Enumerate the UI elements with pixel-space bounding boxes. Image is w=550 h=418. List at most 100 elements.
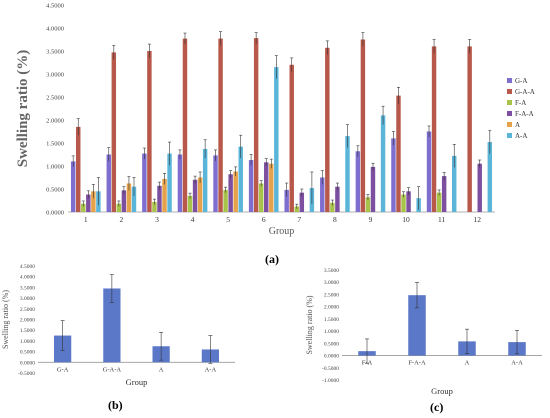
bar [177,154,183,212]
bar [238,146,243,212]
x-tick-label: F-A [362,360,373,367]
bar [467,46,472,213]
bar [345,136,350,212]
bar [258,183,264,212]
bar [218,38,223,212]
legend-label: F-A [515,99,526,107]
bar [477,163,482,212]
legend-label: G-A [515,77,527,85]
y-tick-label: 2.0000 [46,118,64,125]
bar [408,295,426,356]
x-axis-label: Group [126,377,148,387]
bar [106,154,111,212]
chart-a: 0.0000 0.5000 1.0000 1.5000 2.0000 2.5000 3.00… [15,3,535,238]
bar [355,151,361,212]
y-tick-label: 0.0000 [324,354,339,360]
y-tick-label: 1.5000 [20,328,35,334]
bar [299,192,305,212]
y-tick-label: 0.0000 [46,210,64,217]
bar [320,177,325,212]
caption-b: (b) [108,398,123,412]
bar [401,194,406,212]
bar [380,115,386,212]
x-tick-label: F-A-A [408,360,426,367]
bar [406,191,411,212]
y-tick-label: 1.0000 [20,339,35,345]
x-axis-label: Group [431,386,453,396]
chart-b: -0.5000 0.0000 0.5000 1.0000 1.5000 2.0000 2.5… [1,264,235,387]
y-tick-label: 2.5000 [324,292,339,298]
bar [202,148,208,212]
bar [325,47,330,212]
y-tick-label: 2.5000 [46,95,64,102]
bar [147,51,152,212]
y-tick-label: -0.5000 [18,371,35,377]
y-tick-label: 3.5000 [324,268,339,274]
y-tick-label: 3.0000 [20,296,35,302]
y-tick-label: 0.5000 [20,350,35,356]
y-tick-label: 4.5000 [46,3,64,10]
bar [274,67,279,212]
legend-swatch [507,89,512,94]
x-tick-label: 2 [120,215,124,224]
y-tick-label: 3.5000 [46,49,64,56]
y-tick-label: 4.5000 [20,264,35,270]
y-tick-label: 4.0000 [46,26,64,33]
bar [103,288,121,363]
bar [248,160,254,212]
y-tick-label: 2.0000 [324,305,339,311]
bar [167,153,172,212]
y-tick-label: 1.5000 [324,317,339,323]
bar [426,131,432,212]
y-tick-label: 1.0000 [324,329,339,335]
x-tick-label: G-A [57,366,69,373]
bar [223,189,228,212]
x-tick-label: A-A [205,366,217,373]
bar [70,161,76,212]
x-tick-label: A [465,360,470,367]
x-tick-label: 7 [297,215,301,224]
y-tick-label: 3.5000 [20,285,35,291]
y-tick-label: 3.0000 [324,280,339,286]
x-tick-label: 1 [84,215,88,224]
bar [76,126,81,212]
bar [284,189,289,212]
bar [269,163,274,212]
bar [142,153,147,212]
x-tick-label: 4 [191,215,195,224]
y-tick-label: 1.0000 [46,164,64,171]
bar [182,38,188,212]
y-tick-label: 4.0000 [20,275,35,281]
x-tick-label: 3 [155,215,159,224]
bar [111,52,117,212]
x-tick-label: 8 [333,215,337,224]
bar [370,166,376,212]
bar [86,194,91,212]
bar [289,64,294,212]
bar [91,191,96,212]
bar [187,195,193,212]
y-tick-label: 0.0000 [20,360,35,366]
y-tick-label: 1.5000 [46,141,64,148]
y-tick-label: 2.0000 [20,318,35,324]
x-tick-label: 5 [226,215,230,224]
y-tick-label: 3.0000 [46,72,64,79]
legend-label: G-A-A [515,88,535,96]
y-axis-label: Swelling ratio (%) [305,295,314,354]
bar [330,202,335,212]
y-tick-label: 0.5000 [46,187,64,194]
y-tick-label: 2.5000 [20,307,35,313]
bar [152,201,157,212]
bar [213,155,218,212]
x-tick-label: G-A-A [103,366,122,373]
legend-swatch [507,122,512,127]
bar [126,183,132,212]
legend-swatch [507,78,512,83]
bar [431,46,437,213]
y-axis-label: Swelling ratio (%) [15,50,31,168]
x-tick-label: A-A [511,360,523,367]
y-tick-label: -1.0000 [322,378,339,384]
bar [116,203,122,212]
y-tick-label: -0.5000 [322,366,339,372]
bar [131,186,137,212]
